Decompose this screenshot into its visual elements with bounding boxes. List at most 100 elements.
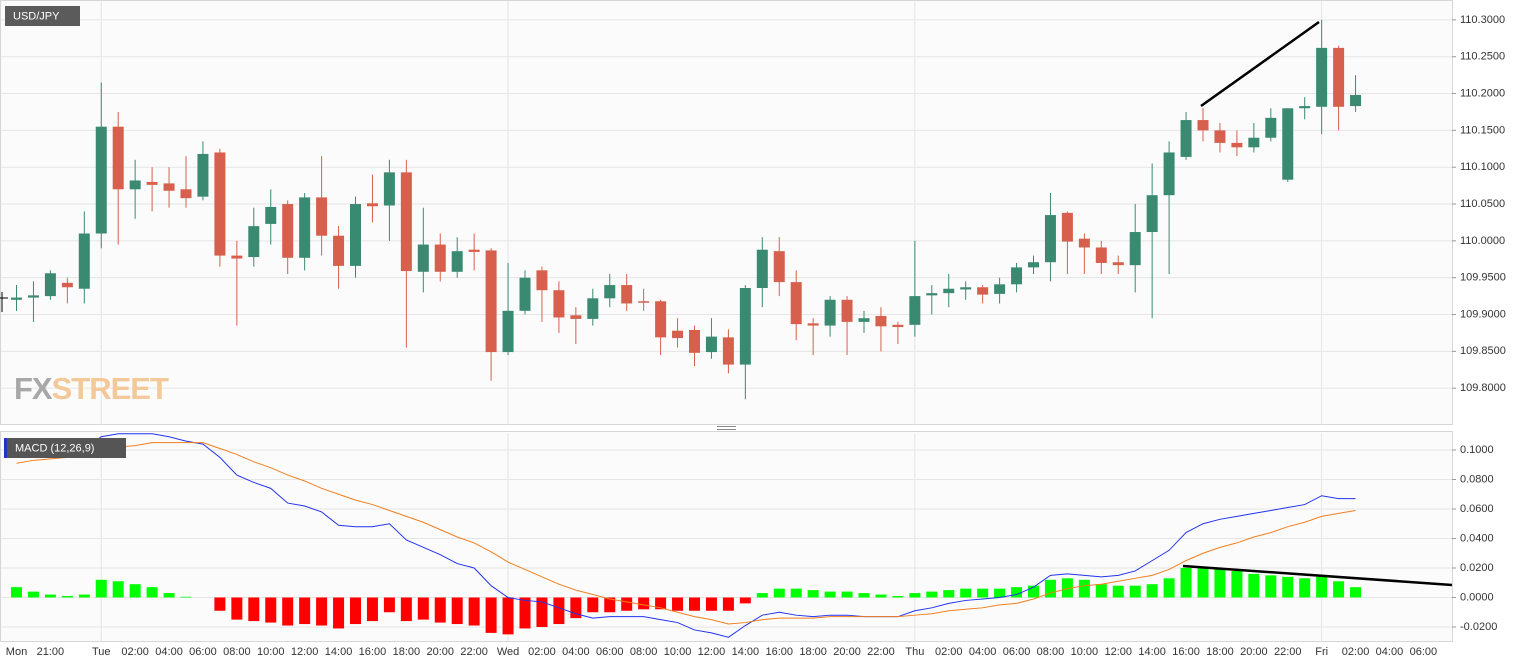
x-tick-label: 06:00 (1410, 646, 1438, 658)
histogram-bar (248, 597, 260, 622)
candle-body (417, 244, 429, 272)
candle-body (536, 270, 548, 291)
candle-body (78, 233, 90, 289)
x-tick-label: 22:00 (1274, 646, 1302, 658)
candle-body (95, 126, 107, 234)
x-tick-label: Thu (905, 646, 924, 658)
x-tick-label: 02:00 (935, 646, 963, 658)
candle-body (180, 189, 192, 199)
histogram-bar (129, 584, 141, 598)
candle-body (1078, 238, 1090, 248)
candle-body (451, 251, 463, 272)
x-tick-label: 14:00 (1138, 646, 1166, 658)
histogram-bar (383, 597, 395, 613)
candle-body (756, 249, 768, 288)
x-tick-label: 12:00 (1104, 646, 1132, 658)
histogram-bar (672, 597, 684, 611)
histogram-bar (1316, 576, 1328, 598)
histogram-bar (468, 597, 480, 626)
histogram-bar (807, 590, 819, 598)
candle-body (722, 337, 734, 365)
candle-body (655, 301, 667, 338)
x-tick-label: Tue (92, 646, 111, 658)
y-tick-label: 110.0500 (1460, 198, 1505, 210)
histogram-bar (1350, 587, 1362, 598)
candle-body (909, 296, 921, 325)
x-tick-label: Wed (497, 646, 519, 658)
x-tick-label: 02:00 (528, 646, 556, 658)
candle-body (689, 329, 700, 353)
histogram-bar (689, 597, 700, 611)
histogram-bar (841, 591, 853, 598)
candle-body (824, 299, 836, 326)
candle-body (502, 310, 514, 353)
candle-body (61, 282, 73, 288)
candle-body (248, 226, 260, 258)
macd-line (16, 442, 1356, 625)
candle-body (1129, 232, 1141, 266)
histogram-bar (1180, 567, 1192, 598)
candle-body (366, 203, 378, 207)
indicator-badge (4, 438, 126, 458)
histogram-bar (400, 597, 412, 622)
histogram-bar (892, 596, 904, 598)
symbol-badge (5, 6, 80, 26)
candle-body (350, 204, 361, 266)
histogram-bar (960, 588, 972, 598)
y-tick-label: 110.3000 (1460, 14, 1505, 26)
histogram-bar (78, 594, 90, 598)
histogram-bar (587, 597, 599, 613)
x-tick-label: 12:00 (291, 646, 319, 658)
histogram-bar (265, 597, 277, 623)
candle-body (739, 287, 751, 365)
histogram-bar (1248, 573, 1260, 598)
histogram-bar (519, 597, 531, 629)
x-tick-label: 20:00 (1240, 646, 1268, 658)
candle-body (434, 244, 446, 272)
x-tick-label: 04:00 (562, 646, 590, 658)
y-tick-label: 0.0400 (1460, 532, 1494, 544)
candle-body (1214, 130, 1226, 143)
histogram-bar (1112, 585, 1124, 598)
candle-body (926, 293, 938, 296)
candle-body (231, 255, 243, 259)
histogram-bar (1197, 567, 1209, 598)
x-tick-label: 10:00 (664, 646, 692, 658)
x-tick-label: 08:00 (223, 646, 251, 658)
histogram-bar (112, 581, 124, 598)
macd-line (16, 433, 1356, 638)
candle-body (875, 315, 887, 327)
indicator-title: MACD (12,26,9) (15, 442, 94, 454)
histogram-bar (1011, 587, 1023, 598)
y-tick-label: 0.0800 (1460, 473, 1494, 485)
histogram-bar (1299, 578, 1311, 598)
x-tick-label: 08:00 (1037, 646, 1065, 658)
candle-body (1044, 215, 1056, 263)
x-tick-label: 20:00 (426, 646, 454, 658)
x-tick-label: 06:00 (1003, 646, 1031, 658)
histogram-bar (44, 594, 56, 598)
x-tick-label: Fri (1315, 646, 1328, 658)
histogram-bar (1061, 578, 1073, 598)
candle-body (1197, 120, 1209, 131)
histogram-bar (926, 591, 938, 598)
histogram-bar (638, 597, 650, 610)
histogram-bar (502, 597, 514, 635)
candle-body (977, 287, 989, 295)
y-tick-label: 110.1000 (1460, 161, 1505, 173)
candle-body (316, 197, 328, 236)
watermark-fx: FX (14, 371, 53, 406)
histogram-bar (366, 597, 378, 622)
candle-body (994, 284, 1006, 294)
histogram-bar (1265, 575, 1277, 598)
candle-body (604, 285, 616, 299)
candle-body (282, 204, 294, 258)
y-tick-label: 109.8500 (1460, 345, 1506, 357)
histogram-bar (299, 597, 311, 625)
histogram-bar (1044, 579, 1056, 598)
y-tick-label: 110.0000 (1460, 235, 1505, 247)
x-tick-label: 06:00 (189, 646, 217, 658)
candle-body (1350, 95, 1362, 107)
x-tick-label: 04:00 (1376, 646, 1404, 658)
histogram-bar (11, 587, 22, 598)
